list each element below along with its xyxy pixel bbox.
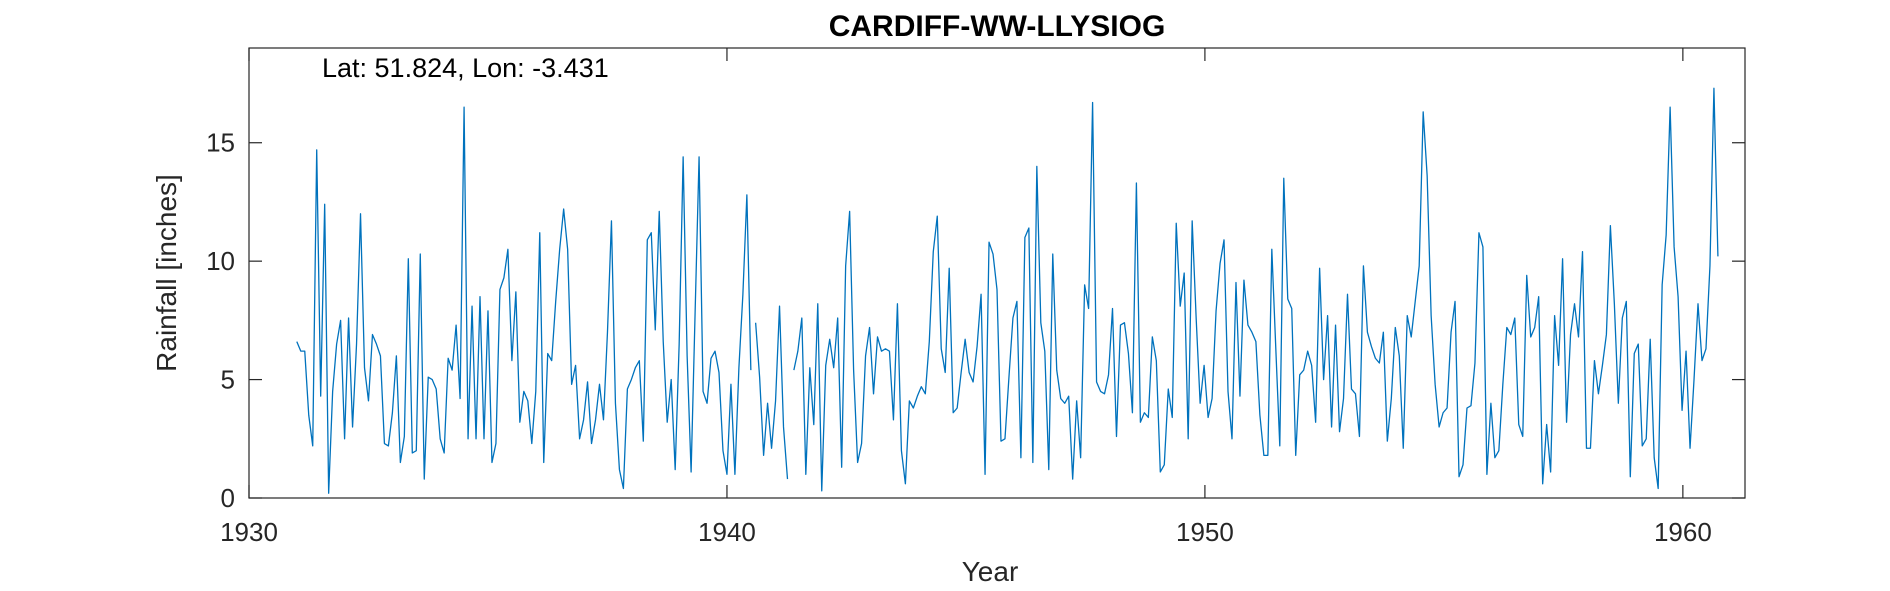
chart-title: CARDIFF-WW-LLYSIOG (829, 10, 1166, 43)
series-line-segment-3 (793, 87, 1719, 492)
y-tick-label-15: 15 (206, 128, 235, 158)
y-axis-label: Rainfall [inches] (151, 174, 182, 372)
x-tick-label-1960: 1960 (1654, 517, 1712, 547)
y-tick-label-0: 0 (221, 483, 235, 513)
x-tick-label-1940: 1940 (698, 517, 756, 547)
x-axis: 1930 1940 1950 1960 (220, 48, 1712, 547)
series-line-segment-2 (754, 305, 789, 480)
y-tick-label-5: 5 (221, 365, 235, 395)
x-axis-label: Year (962, 556, 1019, 587)
plot-area-background (249, 48, 1745, 498)
x-tick-label-1930: 1930 (220, 517, 278, 547)
y-axis: 0 5 10 15 (206, 128, 1745, 513)
x-tick-label-1950: 1950 (1176, 517, 1234, 547)
series-line-segment-1 (296, 106, 752, 494)
rainfall-series (296, 87, 1719, 494)
plot-area-border (248, 47, 1746, 499)
y-tick-label-10: 10 (206, 246, 235, 276)
location-annotation: Lat: 51.824, Lon: -3.431 (322, 53, 609, 83)
